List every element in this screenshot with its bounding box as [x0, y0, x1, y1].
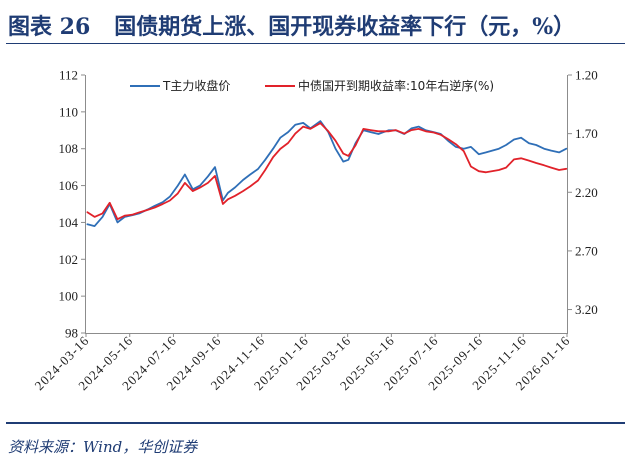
legend: T主力收盘价 中债国开到期收益率:10年右逆序(%)	[130, 78, 494, 93]
legend-label-t-main-close: T主力收盘价	[162, 78, 230, 93]
figure-title-text: 国债期货上涨、国开现券收益率下行（元，%）	[114, 14, 576, 40]
left-tick-label: 110	[59, 104, 78, 119]
chart: 2024-03-162024-05-162024-07-162024-09-16…	[32, 68, 598, 394]
axes	[85, 75, 568, 334]
legend-label-cdb-10y-yield: 中债国开到期收益率:10年右逆序(%)	[298, 78, 494, 93]
left-tick-label: 106	[59, 178, 79, 193]
left-tick-label: 108	[59, 141, 79, 156]
title-rule	[6, 43, 625, 44]
right-tick-label: 3.20	[575, 302, 598, 317]
x-axis-ticks: 2024-03-162024-05-162024-07-162024-09-16…	[32, 333, 574, 394]
left-tick-label: 104	[59, 215, 79, 230]
left-tick-label: 102	[59, 252, 79, 267]
figure-number: 图表 26	[8, 14, 91, 40]
left-tick-label: 112	[59, 68, 78, 83]
source-rule	[6, 422, 625, 424]
left-tick-label: 100	[59, 289, 79, 304]
right-tick-label: 2.70	[575, 243, 598, 258]
left-axis-ticks: 98 100 102 104 106 108 110 112	[59, 68, 85, 341]
series-line-t-main-close	[86, 120, 568, 227]
figure-title: 图表 26 国债期货上涨、国开现券收益率下行（元，%）	[8, 9, 575, 41]
right-axis-ticks: 1.20 1.70 2.20 2.70 3.20	[568, 68, 598, 317]
right-tick-label: 1.70	[575, 126, 598, 141]
right-tick-label: 2.20	[575, 185, 598, 200]
left-tick-label: 98	[65, 326, 78, 341]
source-note: 资料来源：Wind，华创证券	[8, 438, 198, 456]
right-tick-label: 1.20	[575, 68, 598, 83]
series-line-cdb-10y-yield	[86, 122, 568, 221]
